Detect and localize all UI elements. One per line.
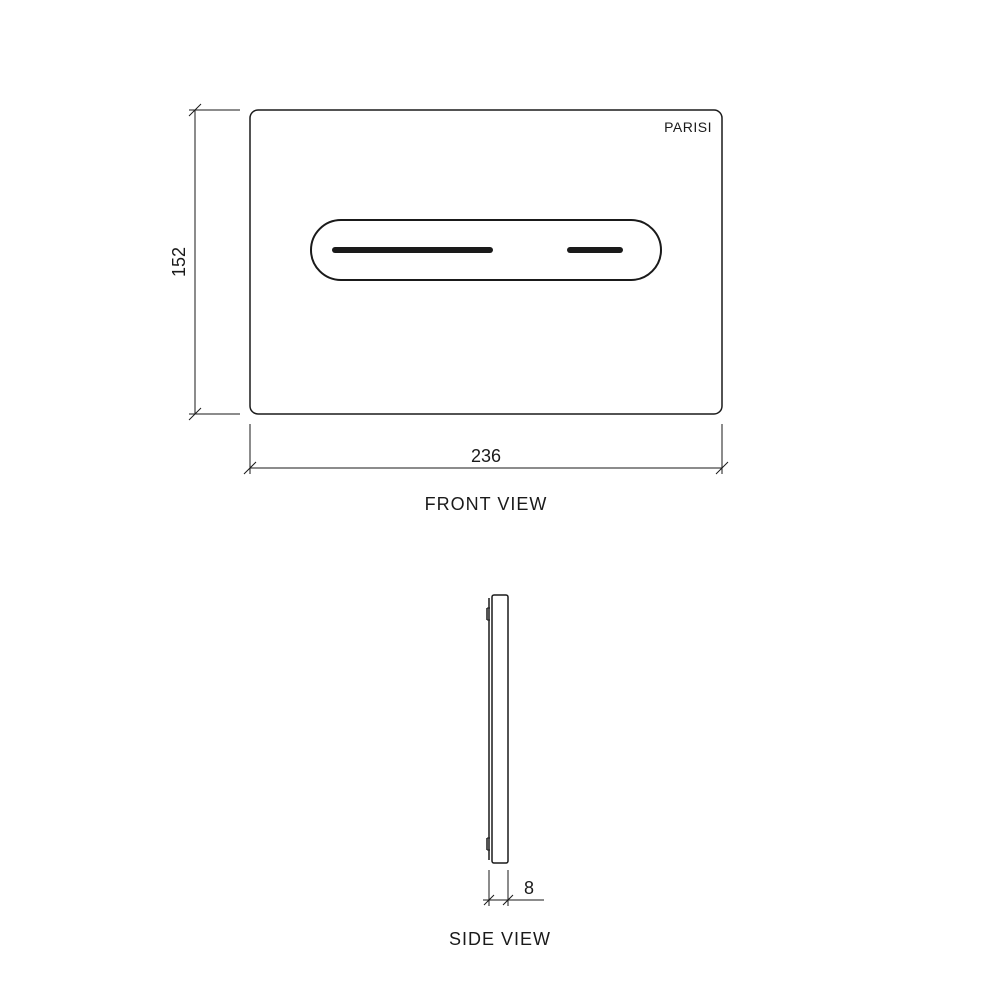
side-profile-body — [492, 595, 508, 863]
dim-width-236: 236 — [244, 424, 728, 474]
side-view-label: SIDE VIEW — [449, 929, 551, 949]
side-view-group: 8 SIDE VIEW — [449, 595, 551, 949]
brand-label: PARISI — [664, 119, 712, 135]
front-view-group: PARISI 152 236 FRONT — [169, 104, 728, 514]
front-plate-outline — [250, 110, 722, 414]
dim-height-152: 152 — [169, 104, 240, 420]
technical-drawing: PARISI 152 236 FRONT — [0, 0, 1000, 1000]
dim-height-value: 152 — [169, 247, 189, 277]
dim-thickness-8: 8 — [483, 870, 544, 906]
dim-thickness-value: 8 — [524, 878, 534, 898]
front-view-label: FRONT VIEW — [425, 494, 548, 514]
dim-width-value: 236 — [471, 446, 501, 466]
